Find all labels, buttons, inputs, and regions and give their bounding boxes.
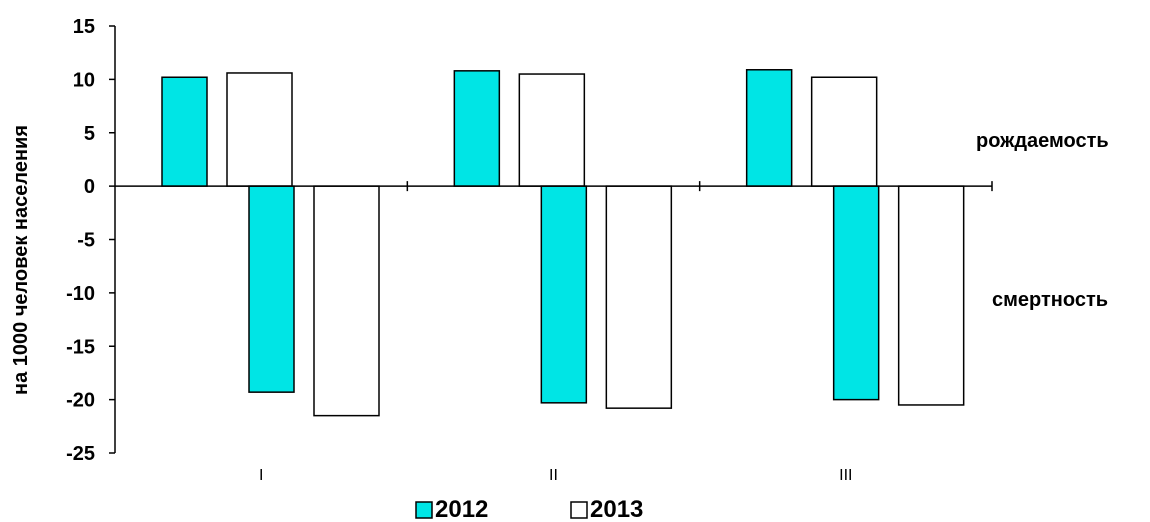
y-tick-label: -10 — [66, 283, 95, 305]
bar-рождаемость-2012-I — [161, 76, 208, 187]
x-tick-label-II: II — [549, 467, 558, 484]
y-tick-label: 0 — [84, 176, 95, 198]
y-tick-label: 15 — [73, 16, 95, 38]
y-tick-label: -15 — [66, 336, 95, 358]
bar-рождаемость-2013-III — [810, 76, 878, 187]
legend-swatch-2013 — [570, 501, 588, 519]
y-tick-label: 5 — [84, 123, 95, 145]
axes-layer — [109, 25, 993, 454]
legend-label-2012: 2012 — [435, 496, 488, 522]
y-axis-label: на 1000 человек населения — [10, 125, 32, 395]
x-tick-label-I: I — [259, 467, 263, 484]
bar-смертность-2012-III — [832, 185, 880, 401]
x-tick-label-III: III — [839, 467, 852, 484]
bar-смертность-2012-I — [248, 185, 295, 393]
bar-смертность-2013-III — [897, 185, 965, 406]
bar-рождаемость-2013-I — [226, 72, 293, 187]
bar-рождаемость-2013-II — [518, 73, 586, 187]
y-tick-label: -25 — [66, 443, 95, 465]
annotation-birth-rate: рождаемость — [976, 130, 1109, 152]
legend: 2012 2013 — [415, 496, 643, 522]
legend-label-2013: 2013 — [590, 496, 643, 522]
annotation-death-rate: смертность — [992, 289, 1108, 311]
y-tick-label: -5 — [77, 230, 95, 252]
bar-смертность-2013-II — [605, 185, 673, 409]
y-tick-label: -20 — [66, 390, 95, 412]
bar-рождаемость-2012-II — [453, 70, 501, 187]
y-tick-label: 10 — [73, 69, 95, 91]
legend-swatch-2012 — [415, 501, 433, 519]
bar-рождаемость-2012-III — [745, 69, 793, 187]
bar-смертность-2013-I — [313, 185, 380, 417]
bar-смертность-2012-II — [540, 185, 588, 404]
bars-layer — [161, 69, 965, 417]
